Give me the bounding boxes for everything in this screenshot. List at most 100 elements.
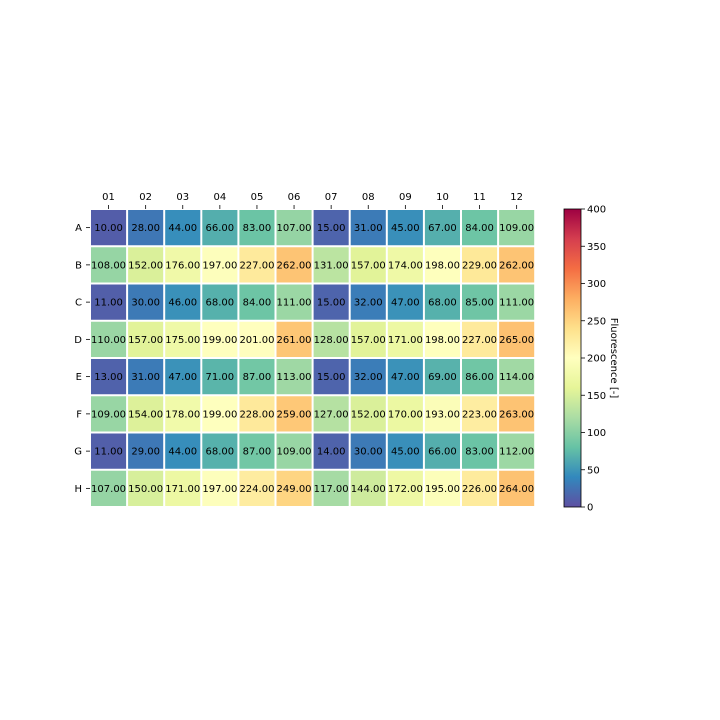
heatmap-cell	[239, 359, 275, 395]
cell-value-label: 84.00	[243, 298, 272, 309]
heatmap-cell	[128, 470, 164, 506]
cell-value-label: 87.00	[243, 372, 272, 383]
heatmap-cell	[462, 470, 498, 506]
cell-value-label: 32.00	[354, 372, 383, 383]
cell-value-label: 171.00	[165, 484, 200, 495]
colorbar-tick-label: 50	[587, 465, 600, 476]
heatmap-cell	[462, 321, 498, 357]
heatmap-cell	[350, 359, 386, 395]
heatmap-cell	[128, 210, 164, 246]
heatmap-cell	[387, 396, 423, 432]
heatmap-cell	[202, 433, 238, 469]
cell-value-label: 171.00	[388, 335, 423, 346]
colorbar-tick-label: 250	[587, 316, 606, 327]
x-tick-label: 02	[139, 192, 152, 203]
x-tick-label: 05	[251, 192, 264, 203]
heatmap-cell	[91, 321, 127, 357]
cell-value-label: 176.00	[165, 260, 200, 271]
heatmap-cell	[91, 359, 127, 395]
heatmap-cell	[387, 321, 423, 357]
heatmap-cell	[499, 247, 535, 283]
heatmap-cell	[128, 396, 164, 432]
y-tick-label: C	[75, 298, 82, 309]
heatmap-cell	[387, 359, 423, 395]
cell-value-label: 14.00	[317, 447, 346, 458]
heatmap-cell	[276, 359, 312, 395]
cell-value-label: 44.00	[168, 447, 197, 458]
x-tick-label: 10	[436, 192, 449, 203]
cell-value-label: 199.00	[202, 409, 237, 420]
cell-value-label: 262.00	[277, 260, 312, 271]
cell-value-label: 175.00	[165, 335, 200, 346]
cell-value-label: 47.00	[391, 298, 420, 309]
heatmap-cell	[202, 210, 238, 246]
cell-value-label: 69.00	[428, 372, 457, 383]
heatmap-cell	[276, 284, 312, 320]
heatmap-cell	[276, 247, 312, 283]
heatmap-cell	[350, 210, 386, 246]
y-tick-label: D	[74, 335, 82, 346]
cell-value-label: 68.00	[428, 298, 457, 309]
cell-value-label: 44.00	[168, 223, 197, 234]
heatmap-cell	[499, 470, 535, 506]
heatmap-cell	[424, 470, 460, 506]
heatmap-cell	[165, 321, 201, 357]
cell-value-label: 193.00	[425, 409, 460, 420]
cell-value-label: 45.00	[391, 447, 420, 458]
heatmap-cell	[313, 470, 349, 506]
heatmap-cell	[239, 284, 275, 320]
heatmap-cell	[91, 470, 127, 506]
cell-value-label: 86.00	[465, 372, 494, 383]
heatmap-cell	[313, 359, 349, 395]
cell-value-label: 152.00	[128, 260, 163, 271]
cell-value-label: 128.00	[314, 335, 349, 346]
heatmap-cell	[91, 433, 127, 469]
heatmap-cell	[202, 321, 238, 357]
colorbar-tick-label: 0	[587, 503, 593, 514]
x-tick-label: 09	[399, 192, 412, 203]
colorbar-tick-label: 350	[587, 242, 606, 253]
cell-value-label: 264.00	[499, 484, 534, 495]
cell-value-label: 83.00	[465, 447, 494, 458]
heatmap-cell	[350, 470, 386, 506]
colorbar-gradient	[563, 208, 582, 508]
heatmap-cell	[424, 321, 460, 357]
cell-value-label: 224.00	[239, 484, 274, 495]
cell-value-label: 111.00	[277, 298, 312, 309]
cell-value-label: 265.00	[499, 335, 534, 346]
heatmap-cell	[128, 284, 164, 320]
heatmap-cell	[350, 247, 386, 283]
x-tick-label: 04	[213, 192, 226, 203]
cell-value-label: 152.00	[351, 409, 386, 420]
cell-value-label: 11.00	[94, 447, 123, 458]
plot-area: 10.00 28.00 44.00 66.00 83.00 107.00 15.00 31.0…	[91, 210, 535, 506]
cell-value-label: 84.00	[465, 223, 494, 234]
cell-value-label: 28.00	[131, 223, 160, 234]
cell-value-label: 46.00	[168, 298, 197, 309]
cell-value-label: 66.00	[428, 447, 457, 458]
colorbar-tick-label: 200	[587, 354, 606, 365]
cell-value-label: 66.00	[206, 223, 235, 234]
cell-value-label: 261.00	[277, 335, 312, 346]
heatmap-cell	[424, 247, 460, 283]
heatmap-cell	[313, 396, 349, 432]
x-tick-label: 07	[325, 192, 338, 203]
cell-value-label: 45.00	[391, 223, 420, 234]
y-tick-label: A	[75, 223, 82, 234]
x-tick-label: 12	[510, 192, 523, 203]
heatmap-cell	[313, 433, 349, 469]
x-tick-label: 08	[362, 192, 375, 203]
cell-value-label: 198.00	[425, 260, 460, 271]
cell-value-label: 32.00	[354, 298, 383, 309]
cell-value-label: 157.00	[351, 335, 386, 346]
heatmap-cell	[202, 396, 238, 432]
cell-value-label: 197.00	[202, 260, 237, 271]
cell-value-label: 174.00	[388, 260, 423, 271]
heatmap-cell	[91, 284, 127, 320]
heatmap-cell	[165, 433, 201, 469]
heatmap-cell	[387, 433, 423, 469]
cell-value-label: 229.00	[462, 260, 497, 271]
x-tick-label: 06	[288, 192, 301, 203]
heatmap-cell	[128, 359, 164, 395]
cell-value-label: 117.00	[314, 484, 349, 495]
